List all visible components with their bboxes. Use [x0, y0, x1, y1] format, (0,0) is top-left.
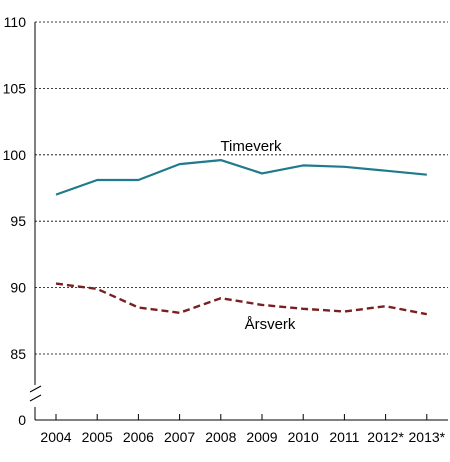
x-tick-label: 2005: [82, 429, 113, 445]
x-tick-labels: 2004 2005 2006 2007 2008 2009 2010 2011 2012* 201…: [40, 414, 446, 445]
x-tick-label: 2009: [246, 429, 277, 445]
y-tick-label: 90: [10, 280, 26, 296]
y-tick-label: 105: [3, 80, 27, 96]
series-lines: [55, 159, 428, 316]
series-label-timeverk: Timeverk: [220, 138, 282, 155]
series-labels: Timeverk Årsverk: [220, 138, 295, 333]
x-tick-label: 2007: [164, 429, 195, 445]
series-line-timeverk: [55, 159, 427, 196]
x-tick-label: 2013*: [409, 429, 446, 445]
gridlines: [35, 21, 448, 355]
y-tick-label: 85: [10, 346, 26, 362]
x-tick-label: 2012*: [367, 429, 404, 445]
y-tick-labels: 110 105 100 95 90 85 0: [3, 14, 27, 428]
series-label-arsverk: Årsverk: [245, 316, 296, 333]
x-tick-label: 2010: [288, 429, 319, 445]
axes: [29, 22, 448, 421]
y-tick-label: 95: [10, 213, 26, 229]
x-tick-label: 2006: [123, 429, 154, 445]
y-tick-label: 100: [3, 147, 27, 163]
x-tick-label: 2004: [40, 429, 71, 445]
series-line-arsverk: [55, 282, 428, 316]
axis-break-marker: [29, 385, 42, 402]
y-tick-label: 0: [18, 412, 26, 428]
x-tick-label: 2011: [329, 429, 359, 445]
x-tick-label: 2008: [205, 429, 236, 445]
y-tick-label: 110: [4, 14, 27, 30]
